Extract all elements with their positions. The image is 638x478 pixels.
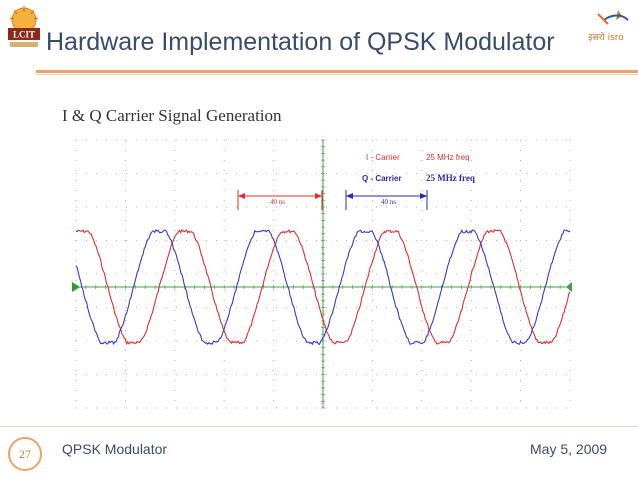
- trigger-marker: [566, 282, 572, 292]
- period-label-left: 40 ns: [270, 198, 285, 206]
- i-carrier-trace: [75, 228, 571, 346]
- footer-date: May 5, 2009: [530, 441, 608, 457]
- period-annotation-left: [237, 190, 323, 210]
- title-divider-thin: [36, 74, 638, 75]
- footer-divider: [0, 426, 638, 427]
- period-label-right: 40 ns: [381, 198, 396, 206]
- slide-subtitle: I & Q Carrier Signal Generation: [62, 106, 282, 125]
- title-divider: [36, 70, 638, 73]
- lcit-logo: LCIT: [8, 6, 40, 47]
- isro-logo: इसरो isro: [588, 10, 629, 43]
- footer-title: QPSK Modulator: [62, 441, 168, 457]
- legend-i-label: I - Carrier: [366, 153, 400, 162]
- page-number-badge: 27: [8, 437, 42, 471]
- page-number: 27: [19, 446, 31, 461]
- q-carrier-trace: [75, 228, 571, 346]
- scope-axes: [75, 139, 571, 409]
- oscilloscope-plot: I - Carrier 25 MHz freq Q - Carrier 25 M…: [72, 139, 572, 409]
- lcit-logo-text: LCIT: [13, 30, 35, 40]
- legend-i-freq: 25 MHz freq: [426, 153, 470, 162]
- period-annotation-right: [345, 190, 428, 210]
- legend-q-label: Q - Carrier: [362, 174, 402, 183]
- slide-title: Hardware Implementation of QPSK Modulato…: [46, 28, 555, 56]
- legend-q-freq: 25 MHz freq: [426, 173, 475, 183]
- channel-ground-marker: [72, 282, 80, 292]
- isro-logo-text: इसरो isro: [588, 31, 624, 43]
